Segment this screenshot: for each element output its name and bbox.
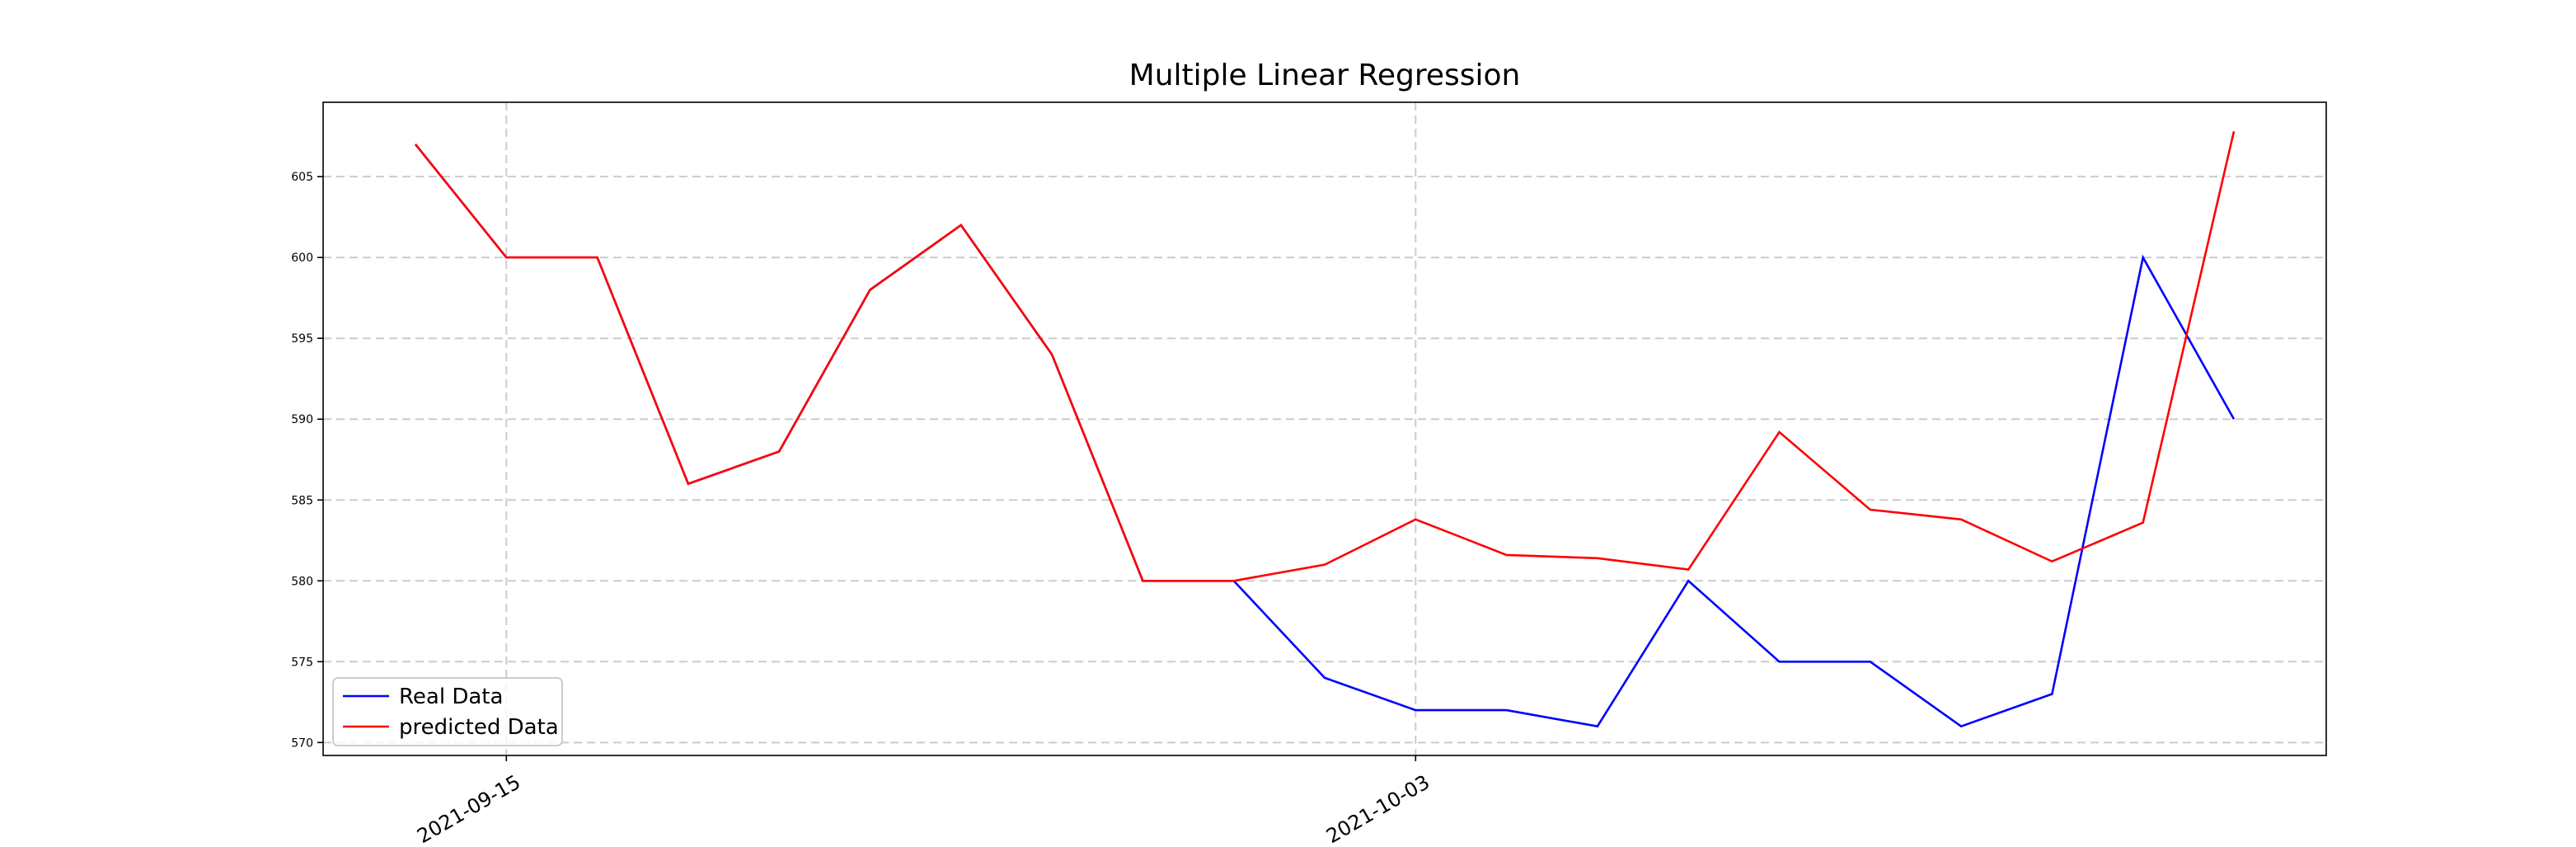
y-tick-label: 600 — [291, 252, 313, 265]
plot-frame — [322, 101, 2327, 756]
x-tick-label: 2021-09-15 — [413, 770, 524, 847]
y-tick-label: 580 — [291, 575, 313, 588]
y-tick-label: 605 — [291, 171, 313, 184]
y-tick-label: 575 — [291, 656, 313, 669]
y-tick-label: 590 — [291, 413, 313, 426]
legend-box — [332, 677, 563, 746]
data-line — [414, 144, 2236, 728]
legend-label: Real Data — [399, 685, 503, 709]
y-tick-label: 595 — [291, 332, 313, 346]
data-line — [414, 130, 2236, 582]
y-tick-label: 570 — [291, 736, 313, 750]
x-tick-label: 2021-10-03 — [1322, 770, 1433, 847]
chart-title: Multiple Linear Regression — [1129, 59, 1521, 92]
y-tick-label: 585 — [291, 494, 313, 507]
legend: Real Data predicted Data — [332, 677, 563, 746]
legend-label: predicted Data — [399, 715, 559, 740]
